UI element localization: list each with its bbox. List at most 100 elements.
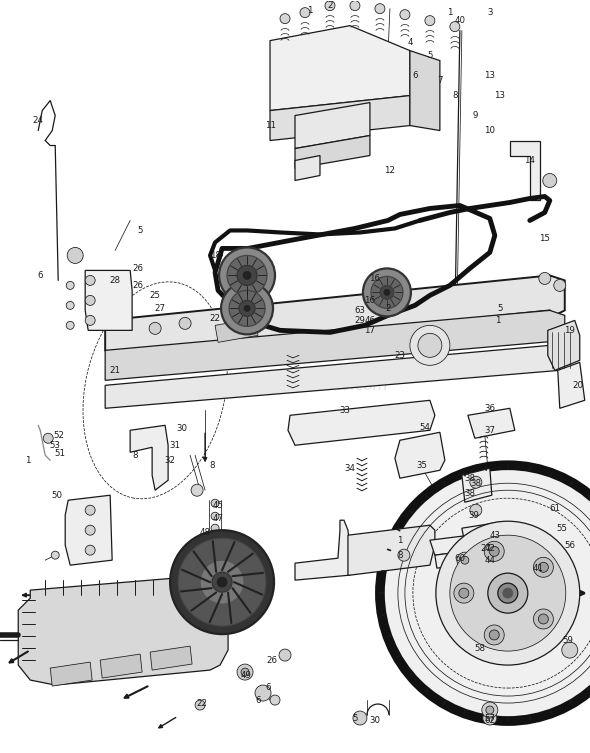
Circle shape <box>227 255 267 295</box>
Circle shape <box>410 325 450 365</box>
Text: 16: 16 <box>369 274 381 283</box>
Polygon shape <box>510 141 540 200</box>
Text: 47: 47 <box>212 514 224 523</box>
Text: 26: 26 <box>133 264 143 273</box>
Text: 13: 13 <box>484 71 496 80</box>
Text: 1: 1 <box>447 8 453 17</box>
Circle shape <box>425 16 435 26</box>
Polygon shape <box>105 346 560 408</box>
Text: 56: 56 <box>564 541 575 550</box>
Polygon shape <box>105 310 565 380</box>
Text: 17: 17 <box>365 326 375 335</box>
Circle shape <box>450 22 460 32</box>
Text: 35: 35 <box>417 461 427 470</box>
Text: 49: 49 <box>241 671 251 679</box>
Polygon shape <box>215 319 258 343</box>
Circle shape <box>211 512 219 520</box>
Circle shape <box>200 560 244 604</box>
Text: 6: 6 <box>38 271 43 280</box>
Polygon shape <box>468 408 515 438</box>
Circle shape <box>51 551 59 559</box>
Text: 2: 2 <box>327 2 333 10</box>
Circle shape <box>170 530 274 634</box>
Text: 1: 1 <box>307 6 313 15</box>
Circle shape <box>486 706 494 714</box>
Circle shape <box>211 524 219 532</box>
Text: 8: 8 <box>397 550 402 559</box>
Circle shape <box>483 711 497 725</box>
Text: 20: 20 <box>572 381 584 390</box>
Text: 30: 30 <box>369 715 381 724</box>
Circle shape <box>212 572 232 592</box>
Text: 24: 24 <box>32 116 44 125</box>
Circle shape <box>492 642 504 654</box>
Polygon shape <box>558 362 585 408</box>
Circle shape <box>270 695 280 705</box>
Circle shape <box>380 285 394 300</box>
Text: 8: 8 <box>209 461 215 470</box>
Text: 58: 58 <box>474 644 486 653</box>
Text: 27: 27 <box>155 304 166 313</box>
Circle shape <box>470 505 482 517</box>
Circle shape <box>237 265 257 285</box>
Text: eReplacementParts.com: eReplacementParts.com <box>202 378 388 393</box>
Circle shape <box>244 306 250 312</box>
Circle shape <box>67 248 83 264</box>
Circle shape <box>489 630 499 640</box>
Circle shape <box>85 525 95 535</box>
Circle shape <box>459 588 469 598</box>
Text: 23: 23 <box>394 351 405 360</box>
Circle shape <box>217 577 227 587</box>
Circle shape <box>450 535 566 651</box>
Text: 38: 38 <box>464 474 476 483</box>
Text: 36: 36 <box>484 404 496 413</box>
Polygon shape <box>295 520 352 580</box>
Polygon shape <box>18 575 228 685</box>
Circle shape <box>543 173 557 187</box>
Text: 42: 42 <box>484 544 496 553</box>
Text: 34: 34 <box>345 464 355 473</box>
Polygon shape <box>462 522 504 548</box>
Text: 50: 50 <box>52 491 63 500</box>
Circle shape <box>384 289 390 295</box>
Polygon shape <box>430 530 515 555</box>
Circle shape <box>239 300 255 316</box>
Text: 2: 2 <box>385 304 391 313</box>
Text: 61: 61 <box>549 504 560 513</box>
Text: 5: 5 <box>497 304 503 313</box>
Text: 63: 63 <box>355 306 365 315</box>
Text: 16: 16 <box>365 296 375 305</box>
Text: 18: 18 <box>209 251 221 260</box>
Circle shape <box>85 545 95 555</box>
Polygon shape <box>348 525 435 575</box>
Text: 28: 28 <box>110 276 121 285</box>
Text: 31: 31 <box>169 441 181 450</box>
Text: 10: 10 <box>484 126 496 135</box>
Circle shape <box>85 316 95 325</box>
Circle shape <box>85 505 95 515</box>
Text: 13: 13 <box>494 91 505 100</box>
Polygon shape <box>105 276 565 355</box>
Text: 3: 3 <box>487 8 493 17</box>
Polygon shape <box>295 136 370 169</box>
Circle shape <box>539 614 548 624</box>
Circle shape <box>398 549 410 561</box>
Text: 6: 6 <box>266 682 271 691</box>
Polygon shape <box>462 468 492 502</box>
Text: 59: 59 <box>562 636 573 645</box>
Circle shape <box>539 273 551 285</box>
Text: 21: 21 <box>110 366 121 375</box>
Circle shape <box>207 547 223 563</box>
Text: 29: 29 <box>355 316 365 325</box>
Text: 52: 52 <box>54 431 65 440</box>
Text: 15: 15 <box>539 234 550 243</box>
Circle shape <box>211 551 219 559</box>
Circle shape <box>484 625 504 645</box>
Circle shape <box>325 1 335 11</box>
Circle shape <box>85 276 95 285</box>
Text: 5: 5 <box>137 226 143 235</box>
Polygon shape <box>100 654 142 678</box>
Circle shape <box>436 521 580 665</box>
Circle shape <box>489 547 499 556</box>
Text: 19: 19 <box>564 326 575 335</box>
